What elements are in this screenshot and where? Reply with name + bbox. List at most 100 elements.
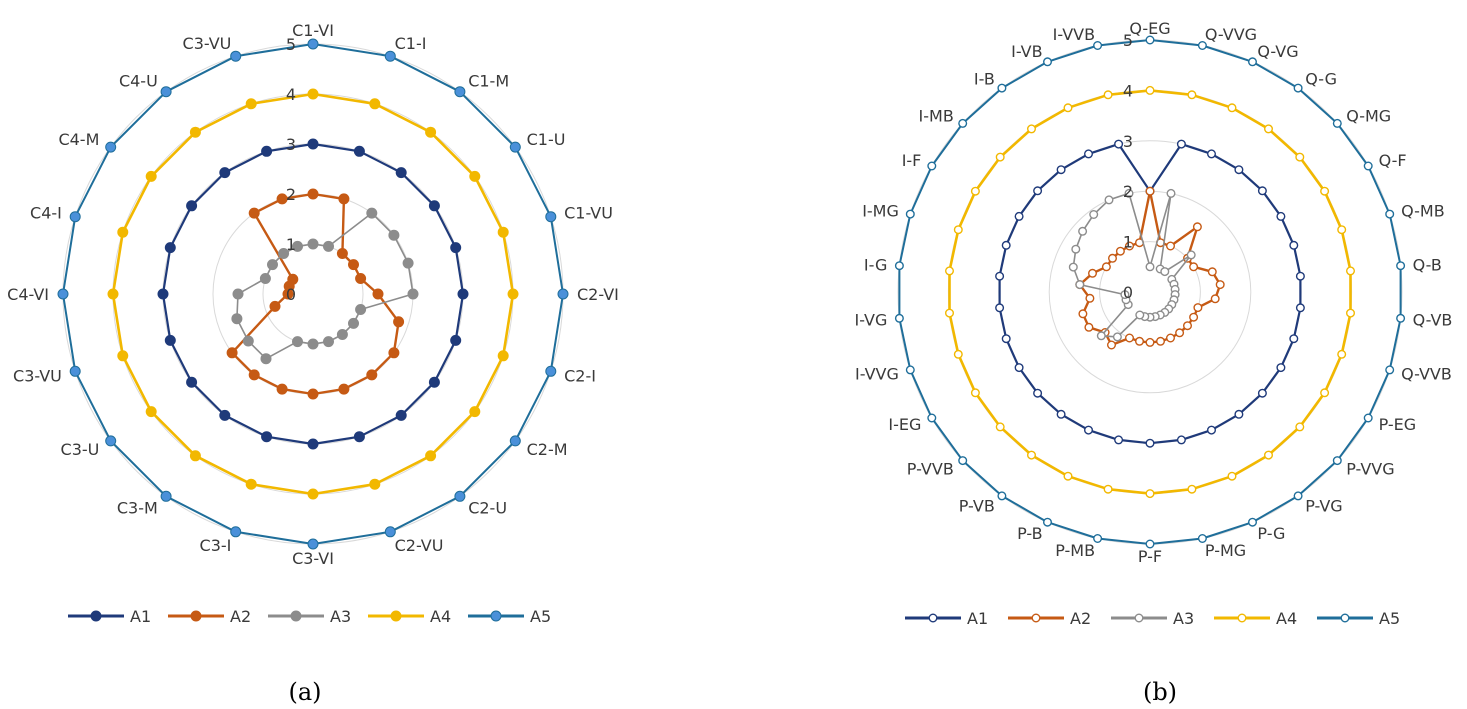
data-point-a5	[557, 288, 569, 300]
data-point-a3	[1096, 331, 1106, 341]
data-point-a2	[388, 347, 400, 359]
data-point-a1	[1257, 186, 1267, 196]
category-label: Q-F	[1379, 151, 1407, 170]
legend-marker-a5	[1340, 613, 1350, 623]
legend-marker-a2	[190, 610, 202, 622]
data-point-a4	[497, 226, 509, 238]
data-point-a4	[1320, 388, 1330, 398]
category-label: C3-VI	[292, 549, 334, 568]
data-point-a5	[997, 83, 1007, 93]
data-point-a3	[1071, 244, 1081, 254]
data-point-a4	[1103, 90, 1113, 100]
data-point-a1	[1083, 425, 1093, 435]
data-point-a1	[1114, 435, 1124, 445]
data-point-a4	[1263, 450, 1273, 460]
data-point-a3	[1166, 188, 1176, 198]
data-point-a2	[338, 193, 350, 205]
data-point-a1	[261, 145, 273, 157]
data-point-a1	[186, 376, 198, 388]
data-point-a4	[369, 478, 381, 490]
legend-marker-a1	[928, 613, 938, 623]
data-point-a5	[927, 161, 937, 171]
legend-marker-a3	[290, 610, 302, 622]
data-point-a4	[117, 350, 129, 362]
data-point-a1	[1276, 211, 1286, 221]
data-point-a2	[338, 383, 350, 395]
data-point-a3	[1145, 262, 1155, 272]
data-point-a3	[388, 229, 400, 241]
data-point-a4	[1263, 124, 1273, 134]
category-label: Q-G	[1305, 69, 1337, 88]
data-point-a2	[372, 288, 384, 300]
data-point-a1	[450, 334, 462, 346]
data-point-a3	[366, 207, 378, 219]
data-point-a3	[402, 257, 414, 269]
category-label: Q-VVG	[1205, 25, 1257, 44]
radial-tick-label: 0	[286, 285, 296, 304]
legend-marker-a1	[90, 610, 102, 622]
legend: A1 A2 A3 A4 A5	[68, 607, 551, 626]
category-label: C2-VI	[577, 285, 619, 304]
category-label: C3-VU	[183, 34, 232, 53]
category-label: C4-VI	[7, 285, 49, 304]
data-point-a2	[269, 300, 281, 312]
data-point-a5	[307, 38, 319, 50]
category-label: Q-B	[1413, 255, 1442, 274]
data-point-a4	[1337, 225, 1347, 235]
data-point-a2	[393, 316, 405, 328]
data-point-a1	[1276, 363, 1286, 373]
category-label: P-B	[1017, 524, 1042, 543]
data-point-a1	[219, 409, 231, 421]
legend-label-a4: A4	[430, 607, 451, 626]
data-point-a3	[348, 317, 359, 329]
category-label: Q-VVB	[1401, 365, 1452, 384]
data-point-a1	[457, 288, 469, 300]
data-point-a5	[1042, 517, 1052, 527]
data-point-a2	[1106, 340, 1116, 350]
data-point-a5	[1396, 261, 1406, 271]
category-label: C1-U	[527, 130, 566, 149]
data-point-a1	[1033, 388, 1043, 398]
data-point-a5	[894, 261, 904, 271]
data-point-a3	[232, 288, 244, 300]
legend-label-a5: A5	[1379, 609, 1400, 628]
data-point-a2	[248, 369, 260, 381]
radial-tick-label: 2	[1123, 182, 1133, 201]
data-point-a4	[1063, 471, 1073, 481]
radial-tick-label: 4	[286, 85, 296, 104]
category-label: P-VVB	[907, 460, 954, 479]
data-point-a1	[353, 145, 365, 157]
data-point-a3	[307, 238, 319, 250]
data-point-a4	[507, 288, 519, 300]
radial-tick-label: 1	[1123, 233, 1133, 252]
data-point-a1	[1295, 271, 1305, 281]
data-point-a1	[353, 431, 365, 443]
data-point-a4	[469, 406, 481, 418]
data-point-a5	[1093, 41, 1103, 51]
data-point-a4	[1345, 308, 1355, 318]
data-point-a3	[407, 288, 419, 300]
data-point-a5	[545, 365, 557, 377]
data-point-a4	[1227, 471, 1237, 481]
data-point-a5	[1332, 456, 1342, 466]
data-point-a2	[1189, 312, 1199, 322]
data-point-a4	[307, 88, 319, 100]
data-point-a1	[450, 242, 462, 254]
radial-tick-label: 5	[1123, 31, 1133, 50]
data-point-a2	[1134, 336, 1144, 346]
data-point-a2	[348, 259, 359, 271]
data-point-a1	[395, 167, 407, 179]
data-point-a1	[1014, 363, 1024, 373]
data-point-a4	[189, 126, 201, 138]
data-point-a2	[1145, 337, 1155, 347]
legend-marker-a5	[490, 610, 502, 622]
data-point-a4	[425, 126, 437, 138]
data-point-a3	[336, 329, 348, 340]
legend-label-a2: A2	[230, 607, 251, 626]
data-point-a4	[245, 98, 257, 110]
data-point-a2	[307, 188, 319, 200]
legend-label-a1: A1	[130, 607, 151, 626]
category-label: C1-VU	[564, 203, 613, 222]
data-point-a1	[1289, 334, 1299, 344]
data-point-a2	[1193, 303, 1203, 313]
